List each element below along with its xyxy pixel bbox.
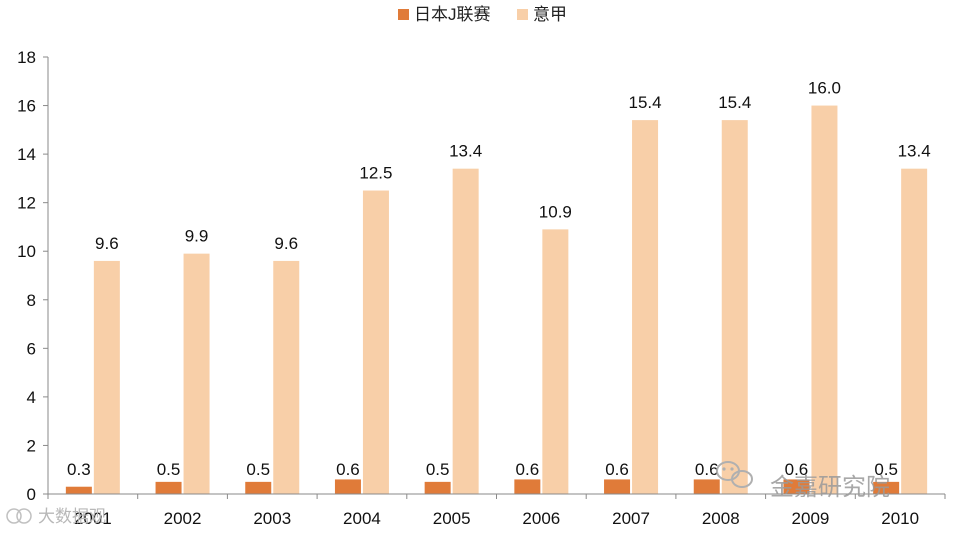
bar-series-1-2008: [693, 479, 720, 494]
bar-series-1-2005: [424, 481, 451, 494]
data-label-series-2-2004: 12.5: [359, 164, 392, 183]
axes: 0 2 4 6 8 10 12 14 16 18 2001 2002 2003 2004 2005 2006 2…: [17, 48, 946, 528]
x-tick-label-2002: 2002: [164, 509, 202, 528]
data-label-series-1-2005: 0.5: [426, 460, 450, 479]
bar-series-2-2001: [93, 260, 120, 494]
y-tick-label-4: 4: [27, 388, 36, 407]
y-tick-label-0: 0: [27, 485, 36, 504]
bar-series-1-2006: [514, 479, 541, 494]
data-label-series-1-2004: 0.6: [336, 460, 360, 479]
y-tick-label-2: 2: [27, 436, 36, 455]
x-tick-label-2003: 2003: [253, 509, 291, 528]
x-tick-label-2005: 2005: [433, 509, 471, 528]
data-label-series-2-2003: 9.6: [274, 234, 298, 253]
bar-series-2-2004: [362, 190, 389, 494]
wechat-logo-watermark: [716, 461, 753, 488]
y-tick-label-10: 10: [17, 242, 36, 261]
bar-series-1-2001: [65, 486, 92, 494]
legend-swatch-1: [398, 9, 409, 20]
x-tick-label-2009: 2009: [792, 509, 830, 528]
watermark-left-logo: [6, 508, 32, 524]
data-label-series-2-2005: 13.4: [449, 142, 482, 161]
bar-series-2-2005: [452, 168, 479, 494]
x-tick-label-2007: 2007: [612, 509, 650, 528]
data-label-series-2-2006: 10.9: [539, 202, 572, 221]
x-tick-label-2010: 2010: [881, 509, 919, 528]
bar-series-2-2009: [811, 105, 838, 495]
watermark-right-text: 金嘉研究院: [770, 474, 890, 501]
data-labels: 0.3 9.6 0.5 9.9 0.5 9.6 0.6 12.5 0.5 13.4 0.6 10.9 0…: [67, 79, 931, 479]
bar-series-1-2009: [783, 479, 810, 494]
bar-series-1-2010: [873, 481, 900, 494]
legend-swatch-2: [517, 9, 528, 20]
y-tick-label-6: 6: [27, 339, 36, 358]
data-label-series-1-2001: 0.3: [67, 460, 91, 479]
data-label-series-1-2003: 0.5: [246, 460, 270, 479]
legend: 日本J联赛 意甲: [398, 4, 567, 24]
legend-label-1: 日本J联赛: [414, 4, 491, 24]
y-tick-label-14: 14: [17, 145, 36, 164]
x-tick-label-2004: 2004: [343, 509, 381, 528]
data-label-series-1-2010: 0.5: [874, 460, 898, 479]
data-label-series-2-2002: 9.9: [185, 227, 209, 246]
y-tick-label-18: 18: [17, 48, 36, 67]
legend-label-2: 意甲: [533, 5, 567, 24]
data-label-series-1-2002: 0.5: [157, 460, 181, 479]
y-tick-label-8: 8: [27, 291, 36, 310]
bar-series-2-2002: [183, 253, 210, 494]
data-label-series-2-2008: 15.4: [718, 93, 751, 112]
data-label-series-1-2008: 0.6: [695, 460, 719, 479]
x-tick-label-2001: 2001: [74, 509, 112, 528]
watermark-left-text: 大数据观: [38, 507, 106, 526]
bar-series-2-2007: [632, 120, 659, 494]
bar-series-2-2003: [273, 260, 300, 494]
data-label-series-1-2009: 0.6: [785, 460, 809, 479]
bar-series-2-2006: [542, 229, 569, 494]
bar-series-1-2004: [334, 479, 361, 494]
data-label-series-2-2001: 9.6: [95, 234, 119, 253]
data-label-series-1-2006: 0.6: [516, 460, 540, 479]
bar-series-1-2007: [604, 479, 631, 494]
y-tick-label-16: 16: [17, 97, 36, 116]
x-tick-label-2008: 2008: [702, 509, 740, 528]
data-label-series-2-2009: 16.0: [808, 79, 841, 98]
bar-series-2-2010: [901, 168, 928, 494]
bar-series-1-2003: [245, 481, 272, 494]
bars: [65, 105, 928, 495]
x-tick-label-2006: 2006: [522, 509, 560, 528]
y-tick-label-12: 12: [17, 194, 36, 213]
watermarks: 金嘉研究院 大数据观: [6, 461, 890, 526]
data-label-series-1-2007: 0.6: [605, 460, 629, 479]
bar-series-1-2002: [155, 481, 182, 494]
data-label-series-2-2010: 13.4: [898, 142, 931, 161]
bar-series-2-2008: [721, 120, 748, 494]
data-label-series-2-2007: 15.4: [629, 93, 662, 112]
